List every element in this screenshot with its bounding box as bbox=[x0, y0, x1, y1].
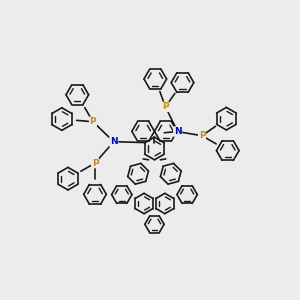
Text: P: P bbox=[90, 117, 96, 126]
Text: N: N bbox=[174, 127, 182, 136]
Text: P: P bbox=[92, 159, 98, 168]
Text: P: P bbox=[199, 131, 205, 140]
Text: P: P bbox=[162, 102, 169, 111]
Text: N: N bbox=[110, 137, 118, 146]
